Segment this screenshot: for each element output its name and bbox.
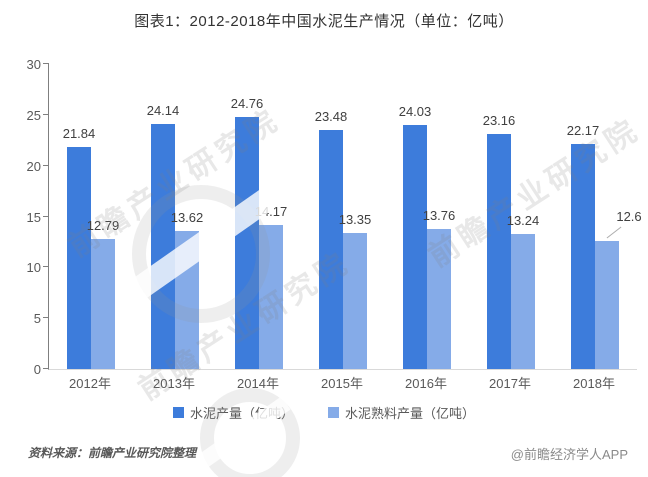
bar-value-label: 12.79	[86, 217, 120, 233]
y-tick-label: 0	[33, 362, 41, 377]
bar-value-label: 14.17	[254, 203, 288, 219]
x-axis-label: 2015年	[321, 376, 363, 391]
bar-clinker	[595, 240, 619, 369]
bar-value-label: 13.76	[422, 208, 456, 224]
y-tick-mark	[43, 317, 49, 319]
y-tick-mark	[43, 63, 49, 64]
bar-cement	[67, 146, 91, 369]
bar-value-label: 24.03	[398, 103, 432, 119]
bar-group: 24.14 13.62	[133, 64, 217, 369]
y-tick-mark	[43, 164, 49, 166]
x-axis-label: 2013年	[153, 376, 195, 391]
y-tick-label: 10	[26, 260, 41, 276]
watermark-logo-icon	[200, 388, 300, 477]
bar-value-label: 23.48	[314, 109, 348, 125]
legend-label-cement: 水泥产量（亿吨）	[189, 406, 294, 421]
legend-item-clinker: 水泥熟料产量（亿吨）	[328, 403, 475, 422]
bar-value-label: 13.62	[170, 209, 204, 225]
bar-value-label: 23.16	[482, 112, 516, 128]
x-axis-label: 2014年	[237, 376, 279, 391]
source-note: 资料来源：前瞻产业研究院整理	[28, 446, 197, 460]
bar-group: 21.84 12.79	[49, 64, 133, 369]
y-tick-mark	[43, 215, 49, 217]
bar-clinker	[175, 230, 199, 369]
bar-clinker	[511, 234, 535, 369]
bar-group: 24.03 13.76	[385, 64, 469, 369]
bar-group: 22.17 12.6	[553, 64, 642, 369]
bar-cement	[235, 117, 259, 369]
x-axis-label: 2012年	[69, 376, 111, 391]
bar-clinker	[427, 229, 451, 369]
y-tick-mark	[43, 113, 49, 115]
chart-title: 图表1：2012-2018年中国水泥生产情况（单位：亿吨）	[134, 13, 514, 30]
x-axis-label: 2016年	[405, 376, 447, 391]
leader-line	[606, 226, 622, 239]
bar-cement	[487, 133, 511, 369]
bar-value-label: 24.14	[146, 102, 180, 118]
y-tick-label: 30	[26, 57, 41, 72]
x-axis-label: 2017年	[489, 376, 531, 391]
bar-cement	[151, 123, 175, 369]
bar-clinker	[259, 224, 283, 369]
bar-cement	[571, 143, 595, 369]
plot-area: 0 5 10 15 20 25 30 21.84 12.79 24.14 13.62 24.76 14…	[27, 57, 642, 377]
legend-swatch-clinker-icon	[328, 407, 339, 418]
bar-cement	[403, 124, 427, 369]
bar-cement	[319, 130, 343, 369]
x-axis-labels: 2012年 2013年 2014年 2015年 2016年 2017年 2018年	[48, 373, 636, 391]
bar-group: 24.76 14.17	[217, 64, 301, 369]
y-tick-label: 20	[26, 158, 41, 174]
bar-group: 23.48 13.35	[301, 64, 385, 369]
legend-item-cement: 水泥产量（亿吨）	[172, 403, 294, 422]
bar-value-label: 22.17	[566, 122, 600, 138]
bar-value-label: 13.35	[338, 212, 372, 228]
bar-value-label: 12.6	[616, 208, 642, 224]
credit-note: @前瞻经济学人APP	[510, 447, 628, 462]
legend-label-clinker: 水泥熟料产量（亿吨）	[345, 406, 476, 421]
bar-value-label: 21.84	[62, 125, 96, 141]
bar-value-label: 24.76	[230, 96, 264, 112]
y-tick-label: 5	[33, 311, 41, 327]
y-tick-mark	[43, 266, 49, 268]
legend-swatch-cement-icon	[172, 407, 184, 418]
x-axis-label: 2018年	[573, 376, 615, 391]
bar-group: 23.16 13.24	[469, 64, 553, 369]
bar-clinker	[343, 233, 367, 369]
bar-clinker	[91, 238, 115, 369]
y-tick-label: 25	[26, 107, 41, 123]
y-tick-mark	[43, 368, 49, 369]
y-tick-label: 15	[26, 209, 41, 225]
legend: 水泥产量（亿吨） 水泥熟料产量（亿吨）	[0, 403, 648, 422]
bar-value-label: 13.24	[506, 213, 540, 229]
